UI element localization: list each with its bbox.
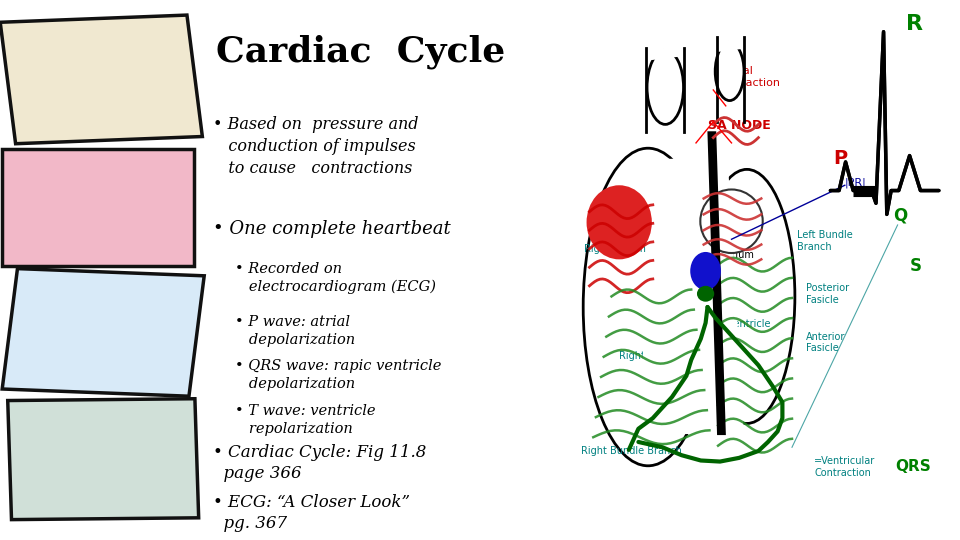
Bar [0,15,203,144]
Polygon shape [708,132,725,434]
Polygon shape [634,159,744,434]
Ellipse shape [715,42,744,100]
Text: • Recorded on
   electrocardiogram (ECG): • Recorded on electrocardiogram (ECG) [235,262,436,294]
Text: Left Bundle
Branch: Left Bundle Branch [797,230,852,252]
Text: Posterior
Fasicle: Posterior Fasicle [806,283,850,305]
Text: • One complete heartbeat: • One complete heartbeat [213,220,451,238]
Text: S: S [910,256,922,275]
Text: Left Ventricle: Left Ventricle [706,319,770,329]
Text: • QRS wave: rapic ventricle
   depolarization: • QRS wave: rapic ventricle depolarizati… [235,359,442,391]
Text: SA NODE: SA NODE [708,119,771,132]
Text: Q: Q [893,207,907,225]
Text: Right Ventricle: Right Ventricle [619,350,691,361]
Ellipse shape [700,190,762,253]
Text: Anterior
Fasicle: Anterior Fasicle [806,332,846,353]
Text: Right Bundle Branch: Right Bundle Branch [581,446,682,456]
Ellipse shape [690,252,721,290]
Bar [2,149,194,266]
Text: • P wave: atrial
   depolarization: • P wave: atrial depolarization [235,315,355,347]
Ellipse shape [584,148,712,466]
Text: Left
Atrium: Left Atrium [722,238,755,260]
Ellipse shape [699,170,795,423]
Ellipse shape [587,185,652,259]
Text: |PR|: |PR| [845,177,867,188]
Polygon shape [645,37,753,61]
Bar [2,268,204,396]
Text: =Ventricular
Contraction: =Ventricular Contraction [814,456,876,478]
Text: • Based on  pressure and
   conduction of impulses
   to cause   contractions: • Based on pressure and conduction of im… [213,117,419,177]
Bar [8,399,199,519]
Text: • Cardiac Cycle: Fig 11.8
  page 366: • Cardiac Cycle: Fig 11.8 page 366 [213,443,426,482]
Text: • T wave: ventricle
   repolarization: • T wave: ventricle repolarization [235,404,375,436]
Text: R: R [906,14,924,34]
Text: P: P [833,149,848,168]
Ellipse shape [697,286,714,302]
Ellipse shape [647,50,684,124]
Text: Cardiac  Cycle: Cardiac Cycle [216,35,505,69]
Text: =Atrial
Contraction: =Atrial Contraction [715,66,780,87]
Text: QRS: QRS [896,460,931,474]
Text: • ECG: “A Closer Look”
  pg. 367: • ECG: “A Closer Look” pg. 367 [213,494,410,532]
Text: Right Atrium: Right Atrium [584,244,645,254]
